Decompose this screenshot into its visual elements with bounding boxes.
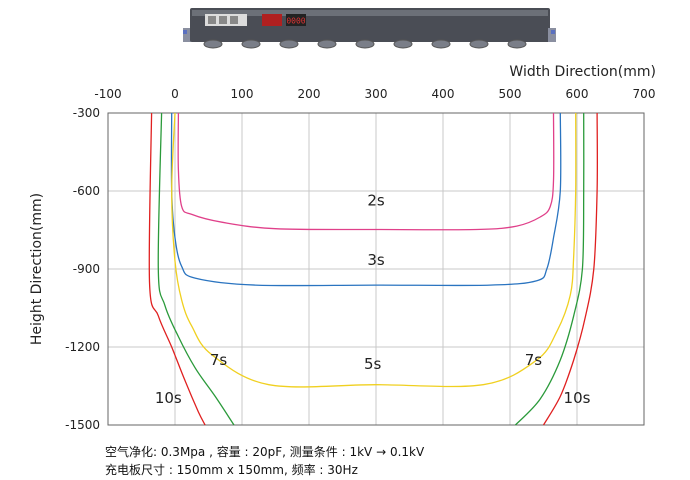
x-tick-label-8: 700 <box>633 87 656 101</box>
curve-label-2: 5s <box>364 355 382 373</box>
y-axis-title: Height Direction(mm) <box>29 193 45 345</box>
x-tick-label-0: -100 <box>94 87 121 101</box>
panel-button-2 <box>219 16 227 24</box>
y-tick-label-0: -300 <box>73 106 100 120</box>
grid <box>107 112 645 426</box>
display-readout: 0000 <box>286 17 305 26</box>
panel-button-1 <box>208 16 216 24</box>
bar-top-edge <box>192 10 548 16</box>
digital-display <box>286 14 306 26</box>
curve-1 <box>170 112 562 287</box>
y-tick-label-4: -1500 <box>65 418 100 432</box>
x-tick-label-6: 500 <box>499 87 522 101</box>
emitter-nozzle-7 <box>469 39 489 49</box>
x-axis-title: Width Direction(mm) <box>509 64 656 80</box>
right-connector <box>551 30 555 34</box>
x-tick-label-2: 100 <box>231 87 254 101</box>
status-led <box>262 14 282 26</box>
y-tick-label-1: -600 <box>73 184 100 198</box>
curve-label-4: 7s <box>525 351 543 369</box>
footnote-line-1: 空气净化: 0.3Mpa , 容量 : 20pF, 测量条件 : 1kV → 0… <box>105 445 425 459</box>
x-tick-label-4: 300 <box>365 87 388 101</box>
curves <box>148 112 599 426</box>
curve-labels: 2s 3s 5s 7s 7s 10s 10s <box>155 191 591 407</box>
curve-label-1: 3s <box>367 251 385 269</box>
curve-label-3: 7s <box>210 351 228 369</box>
plot-frame <box>107 112 645 426</box>
emitter-nozzle-1 <box>241 39 261 49</box>
curve-4 <box>514 112 585 426</box>
curve-label-5: 10s <box>155 389 182 407</box>
x-tick-label-1: 0 <box>171 87 179 101</box>
curve-label-6: 10s <box>564 389 591 407</box>
x-tick-labels: -100 0 100 200 300 400 500 600 700 <box>94 87 655 101</box>
emitter-nozzle-4 <box>355 39 375 49</box>
emitter-row <box>203 39 527 49</box>
emitter-nozzle-5 <box>393 39 413 49</box>
footnote-line-2: 充电板尺寸 : 150mm x 150mm, 频率 : 30Hz <box>105 463 358 477</box>
curve-2 <box>171 112 577 388</box>
curve-label-0: 2s <box>367 191 385 209</box>
y-tick-labels: -300 -600 -900 -1200 -1500 <box>65 106 100 432</box>
x-tick-label-7: 600 <box>566 87 589 101</box>
x-tick-label-3: 200 <box>298 87 321 101</box>
panel-button-3 <box>230 16 238 24</box>
emitter-nozzle-3 <box>317 39 337 49</box>
curve-0 <box>177 112 555 231</box>
curve-3 <box>157 112 235 426</box>
ionizer-bar-image: 0000 <box>183 8 556 49</box>
curve-5 <box>148 112 206 426</box>
y-tick-label-2: -900 <box>73 262 100 276</box>
curve-6 <box>542 112 599 426</box>
emitter-nozzle-0 <box>203 39 223 49</box>
emitter-nozzle-6 <box>431 39 451 49</box>
x-tick-label-5: 400 <box>432 87 455 101</box>
emitter-nozzle-8 <box>507 39 527 49</box>
right-end-cap <box>548 28 556 42</box>
emitter-nozzle-2 <box>279 39 299 49</box>
y-tick-label-3: -1200 <box>65 340 100 354</box>
left-connector <box>183 30 187 34</box>
left-end-cap <box>183 28 191 42</box>
